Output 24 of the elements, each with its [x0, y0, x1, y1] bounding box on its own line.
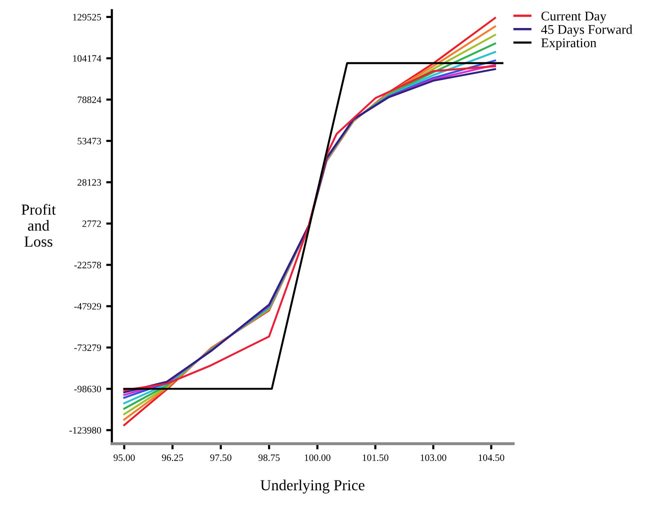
legend-label: Current Day — [541, 12, 606, 24]
y-tick-label: 28123 — [78, 179, 102, 186]
x-tick-label: 97.50 — [210, 454, 232, 461]
y-tick-label: 78824 — [78, 96, 102, 104]
y-tick-label: -98630 — [74, 386, 102, 392]
y-tick-label: 2772 — [82, 220, 101, 227]
x-tick-label: 100.00 — [304, 454, 330, 461]
y-tick-label: -47929 — [74, 303, 102, 310]
y-tick-label: -22578 — [74, 262, 102, 268]
x-tick-label: 96.25 — [162, 454, 184, 461]
y-tick-label: -73279 — [74, 344, 102, 351]
y-tick-label: 53473 — [78, 138, 102, 144]
x-tick-label: 104.50 — [478, 454, 504, 461]
x-tick-label: 101.50 — [362, 454, 388, 461]
x-tick-label: 98.75 — [258, 454, 280, 461]
y-tick-label: 129525 — [73, 14, 102, 20]
y-axis-title: Profit and Loss — [22, 204, 56, 247]
y-tick-label: 104174 — [73, 55, 102, 62]
x-tick-label: 103.00 — [420, 454, 446, 461]
legend-label: Expiration — [541, 38, 596, 50]
y-tick-label: -123980 — [69, 427, 102, 434]
legend-label: 45 Days Forward — [541, 24, 632, 37]
x-tick-label: 95.00 — [114, 454, 135, 461]
x-axis-title: Underlying Price — [260, 480, 364, 494]
